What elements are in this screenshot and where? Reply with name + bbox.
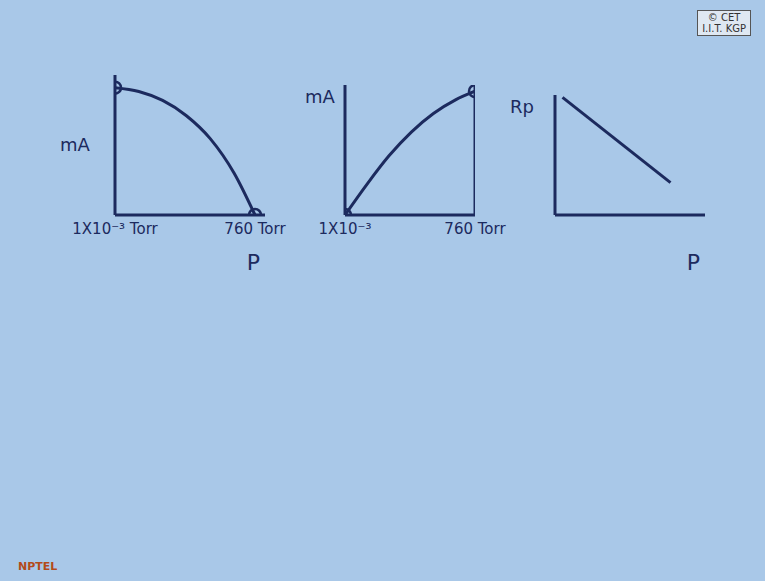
svg-text:760 Torr: 760 Torr — [224, 220, 286, 238]
svg-text:1X10⁻³: 1X10⁻³ — [319, 220, 372, 238]
svg-text:760 Torr: 760 Torr — [444, 220, 506, 238]
svg-text:P: P — [247, 250, 260, 275]
svg-text:Rp: Rp — [510, 96, 534, 117]
html-text:© CET: © CET — [707, 12, 741, 23]
html-text:I.I.T. KGP: I.I.T. KGP — [702, 23, 746, 34]
svg-text:P: P — [687, 250, 700, 275]
svg-text:mA: mA — [305, 86, 336, 107]
html-text:NPTEL: NPTEL — [18, 560, 58, 573]
svg-text:1X10⁻³ Torr: 1X10⁻³ Torr — [72, 220, 158, 238]
svg-text:mA: mA — [60, 134, 91, 155]
